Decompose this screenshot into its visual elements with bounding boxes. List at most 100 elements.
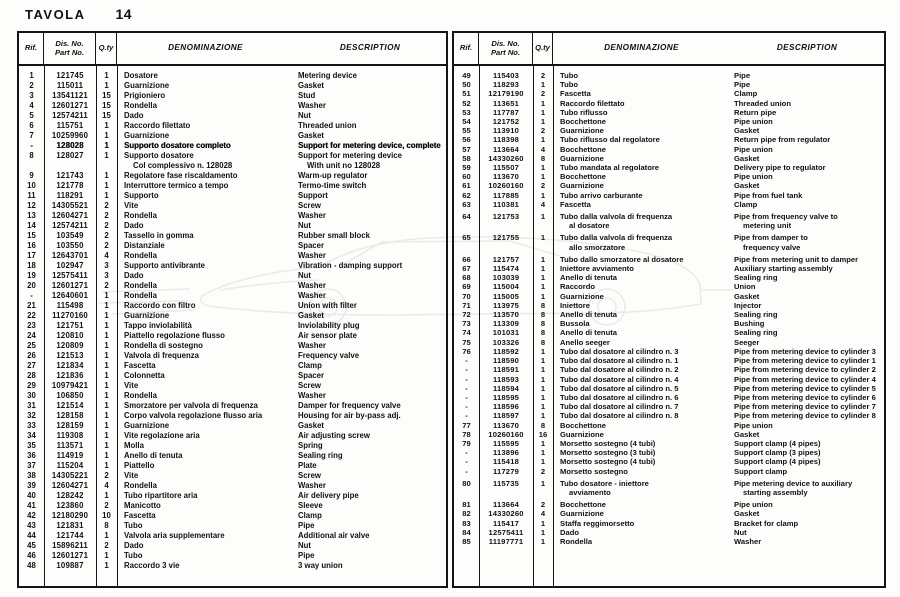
cell-rif: 64 bbox=[462, 212, 471, 222]
cell-desc: Sealing ring bbox=[298, 451, 343, 460]
cell-part: 115474 bbox=[492, 264, 520, 274]
table-row: 26 121513 1 Valvola di frequenza Frequency v… bbox=[19, 351, 446, 361]
cell-den: Anello di tenuta bbox=[560, 273, 617, 283]
table-row: 63 110381 4 Fascetta Clamp bbox=[454, 200, 884, 209]
cell-den: Guarnizione bbox=[560, 181, 604, 191]
table-row: 66 121757 1 Tubo dallo smorzatore al dosato… bbox=[454, 255, 884, 264]
cell-rif: 31 bbox=[27, 401, 36, 410]
cell-desc: Vibration - damping support bbox=[298, 261, 403, 270]
cell-qty: 1 bbox=[540, 233, 546, 243]
cell-desc: Gasket bbox=[734, 153, 760, 163]
cell-rif: 63 bbox=[462, 199, 471, 209]
cell-desc: Bracket for clamp bbox=[734, 518, 799, 528]
cell-den: Dosatore bbox=[124, 71, 158, 80]
table-row: 81 113664 2 Bocchettone Pipe union bbox=[454, 500, 884, 509]
cell-desc: Air adjusting screw bbox=[298, 431, 370, 440]
cell-den: Bocchettone bbox=[560, 117, 606, 127]
cell-part: 115005 bbox=[492, 291, 520, 301]
cell-desc: Pipe bbox=[298, 521, 315, 530]
cell-den: Fascetta bbox=[124, 361, 156, 370]
cell-den: Tubo mandata al regolatore bbox=[560, 163, 660, 173]
cell-den: Molla bbox=[124, 441, 144, 450]
cell-qty: 2 bbox=[540, 181, 546, 191]
cell-desc: Clamp bbox=[734, 89, 758, 99]
cell-desc: Gasket bbox=[734, 181, 760, 191]
cell-part: 11270160 bbox=[52, 311, 88, 320]
cell-rif: 62 bbox=[462, 190, 471, 200]
cell-desc: Washer bbox=[298, 391, 326, 400]
table-row: 16 103550 2 Distanziale Spacer bbox=[19, 241, 446, 251]
cell-den: Tubo dallo smorzatore al dosatore bbox=[560, 254, 684, 264]
cell-part: 14305521 bbox=[51, 201, 89, 210]
cell-qty: 1 bbox=[540, 527, 546, 537]
cell-den: Raccordo 3 vie bbox=[124, 561, 180, 570]
table-row: 22 11270160 1 Guarnizione Gasket bbox=[19, 311, 446, 321]
cell-part: 118291 bbox=[56, 191, 84, 200]
cell-desc: Gasket bbox=[734, 509, 760, 519]
table-row: 15 103549 2 Tassello in gomma Rubber small b… bbox=[19, 231, 446, 241]
cell-desc: Washer bbox=[734, 536, 762, 546]
cell-part: 12601271 bbox=[51, 281, 89, 290]
cell-qty: 2 bbox=[540, 466, 546, 476]
cell-rif: - bbox=[465, 448, 468, 458]
cell-desc: Spring bbox=[298, 441, 323, 450]
cell-part: 115011 bbox=[56, 81, 84, 90]
cell-rif: 60 bbox=[462, 172, 471, 182]
cell-den: Bocchettone bbox=[560, 420, 606, 430]
cell-part: 128028 bbox=[56, 141, 84, 150]
cell-part: 121751 bbox=[56, 321, 84, 330]
table-row: 2 115011 1 Guarnizione Gasket bbox=[19, 81, 446, 91]
cell-rif: 30 bbox=[27, 391, 36, 400]
cell-qty: 1 bbox=[104, 411, 109, 420]
cell-den: Prigioniero bbox=[124, 91, 166, 100]
cell-rif: 83 bbox=[462, 518, 471, 528]
header-part-no: Dis. No. Part No. bbox=[44, 33, 96, 64]
cell-rif: 58 bbox=[462, 153, 471, 163]
cell-part: 11197771 bbox=[488, 536, 524, 546]
cell-rif: 34 bbox=[27, 431, 36, 440]
cell-desc: Nut bbox=[298, 271, 311, 280]
cell-part: 113570 bbox=[492, 310, 520, 320]
table-row: 45 15896211 2 Dado Nut bbox=[19, 541, 446, 551]
cell-qty: 1 bbox=[104, 361, 109, 370]
cell-den: Anello di tenuta bbox=[560, 328, 617, 338]
cell-qty: 4 bbox=[104, 481, 109, 490]
cell-desc: Frequency valve bbox=[298, 351, 360, 360]
cell-part: 118594 bbox=[492, 383, 520, 393]
cell-part: 109887 bbox=[56, 561, 84, 570]
cell-desc: Gasket bbox=[298, 421, 325, 430]
cell-part: 12643701 bbox=[51, 251, 89, 260]
cell-part: 119308 bbox=[56, 431, 84, 440]
cell-desc: Warm-up regulator bbox=[298, 171, 368, 180]
cell-den: Raccordo bbox=[560, 282, 596, 292]
table-row: 37 115204 1 Piattello Plate bbox=[19, 461, 446, 471]
cell-desc: Washer bbox=[298, 341, 326, 350]
cell-rif: 59 bbox=[462, 163, 471, 173]
cell-part: 118590 bbox=[492, 356, 520, 366]
cell-den: Tubo bbox=[124, 521, 143, 530]
cell-qty: 1 bbox=[540, 107, 546, 117]
cell-part: 118293 bbox=[492, 80, 520, 90]
cell-rif: 74 bbox=[462, 328, 471, 338]
cell-qty: 8 bbox=[540, 300, 546, 310]
cell-den: Tubo ripartitore aria bbox=[124, 491, 198, 500]
cell-qty: 2 bbox=[540, 126, 546, 136]
cell-qty: 1 bbox=[104, 311, 109, 320]
cell-rif: 27 bbox=[27, 361, 36, 370]
cell-desc: Union bbox=[734, 282, 756, 292]
cell-desc: Sealing ring bbox=[734, 328, 778, 338]
cell-den: Iniettore avviamento bbox=[560, 264, 634, 274]
cell-desc: Support clamp (3 pipes) bbox=[734, 448, 821, 458]
header-rif: Rif. bbox=[19, 33, 44, 64]
cell-qty: 1 bbox=[540, 536, 546, 546]
cell-desc: Pipe from fuel tank bbox=[734, 190, 803, 200]
table-row: 59 115507 1 Tubo mandata al regolatore Deliv… bbox=[454, 163, 884, 172]
cell-qty: 1 bbox=[540, 365, 546, 375]
cell-desc: Washer bbox=[298, 281, 326, 290]
cell-qty: 1 bbox=[104, 181, 109, 190]
cell-part: 12575411 bbox=[488, 527, 524, 537]
table-row: 9 121743 1 Regolatore fase riscaldamento War… bbox=[19, 171, 446, 181]
cell-den: Morsetto sostegno bbox=[560, 466, 628, 476]
cell-den: Bussola bbox=[560, 319, 590, 329]
cell-den: Supporto dosatore Col complessivo n. 1280… bbox=[124, 151, 233, 170]
